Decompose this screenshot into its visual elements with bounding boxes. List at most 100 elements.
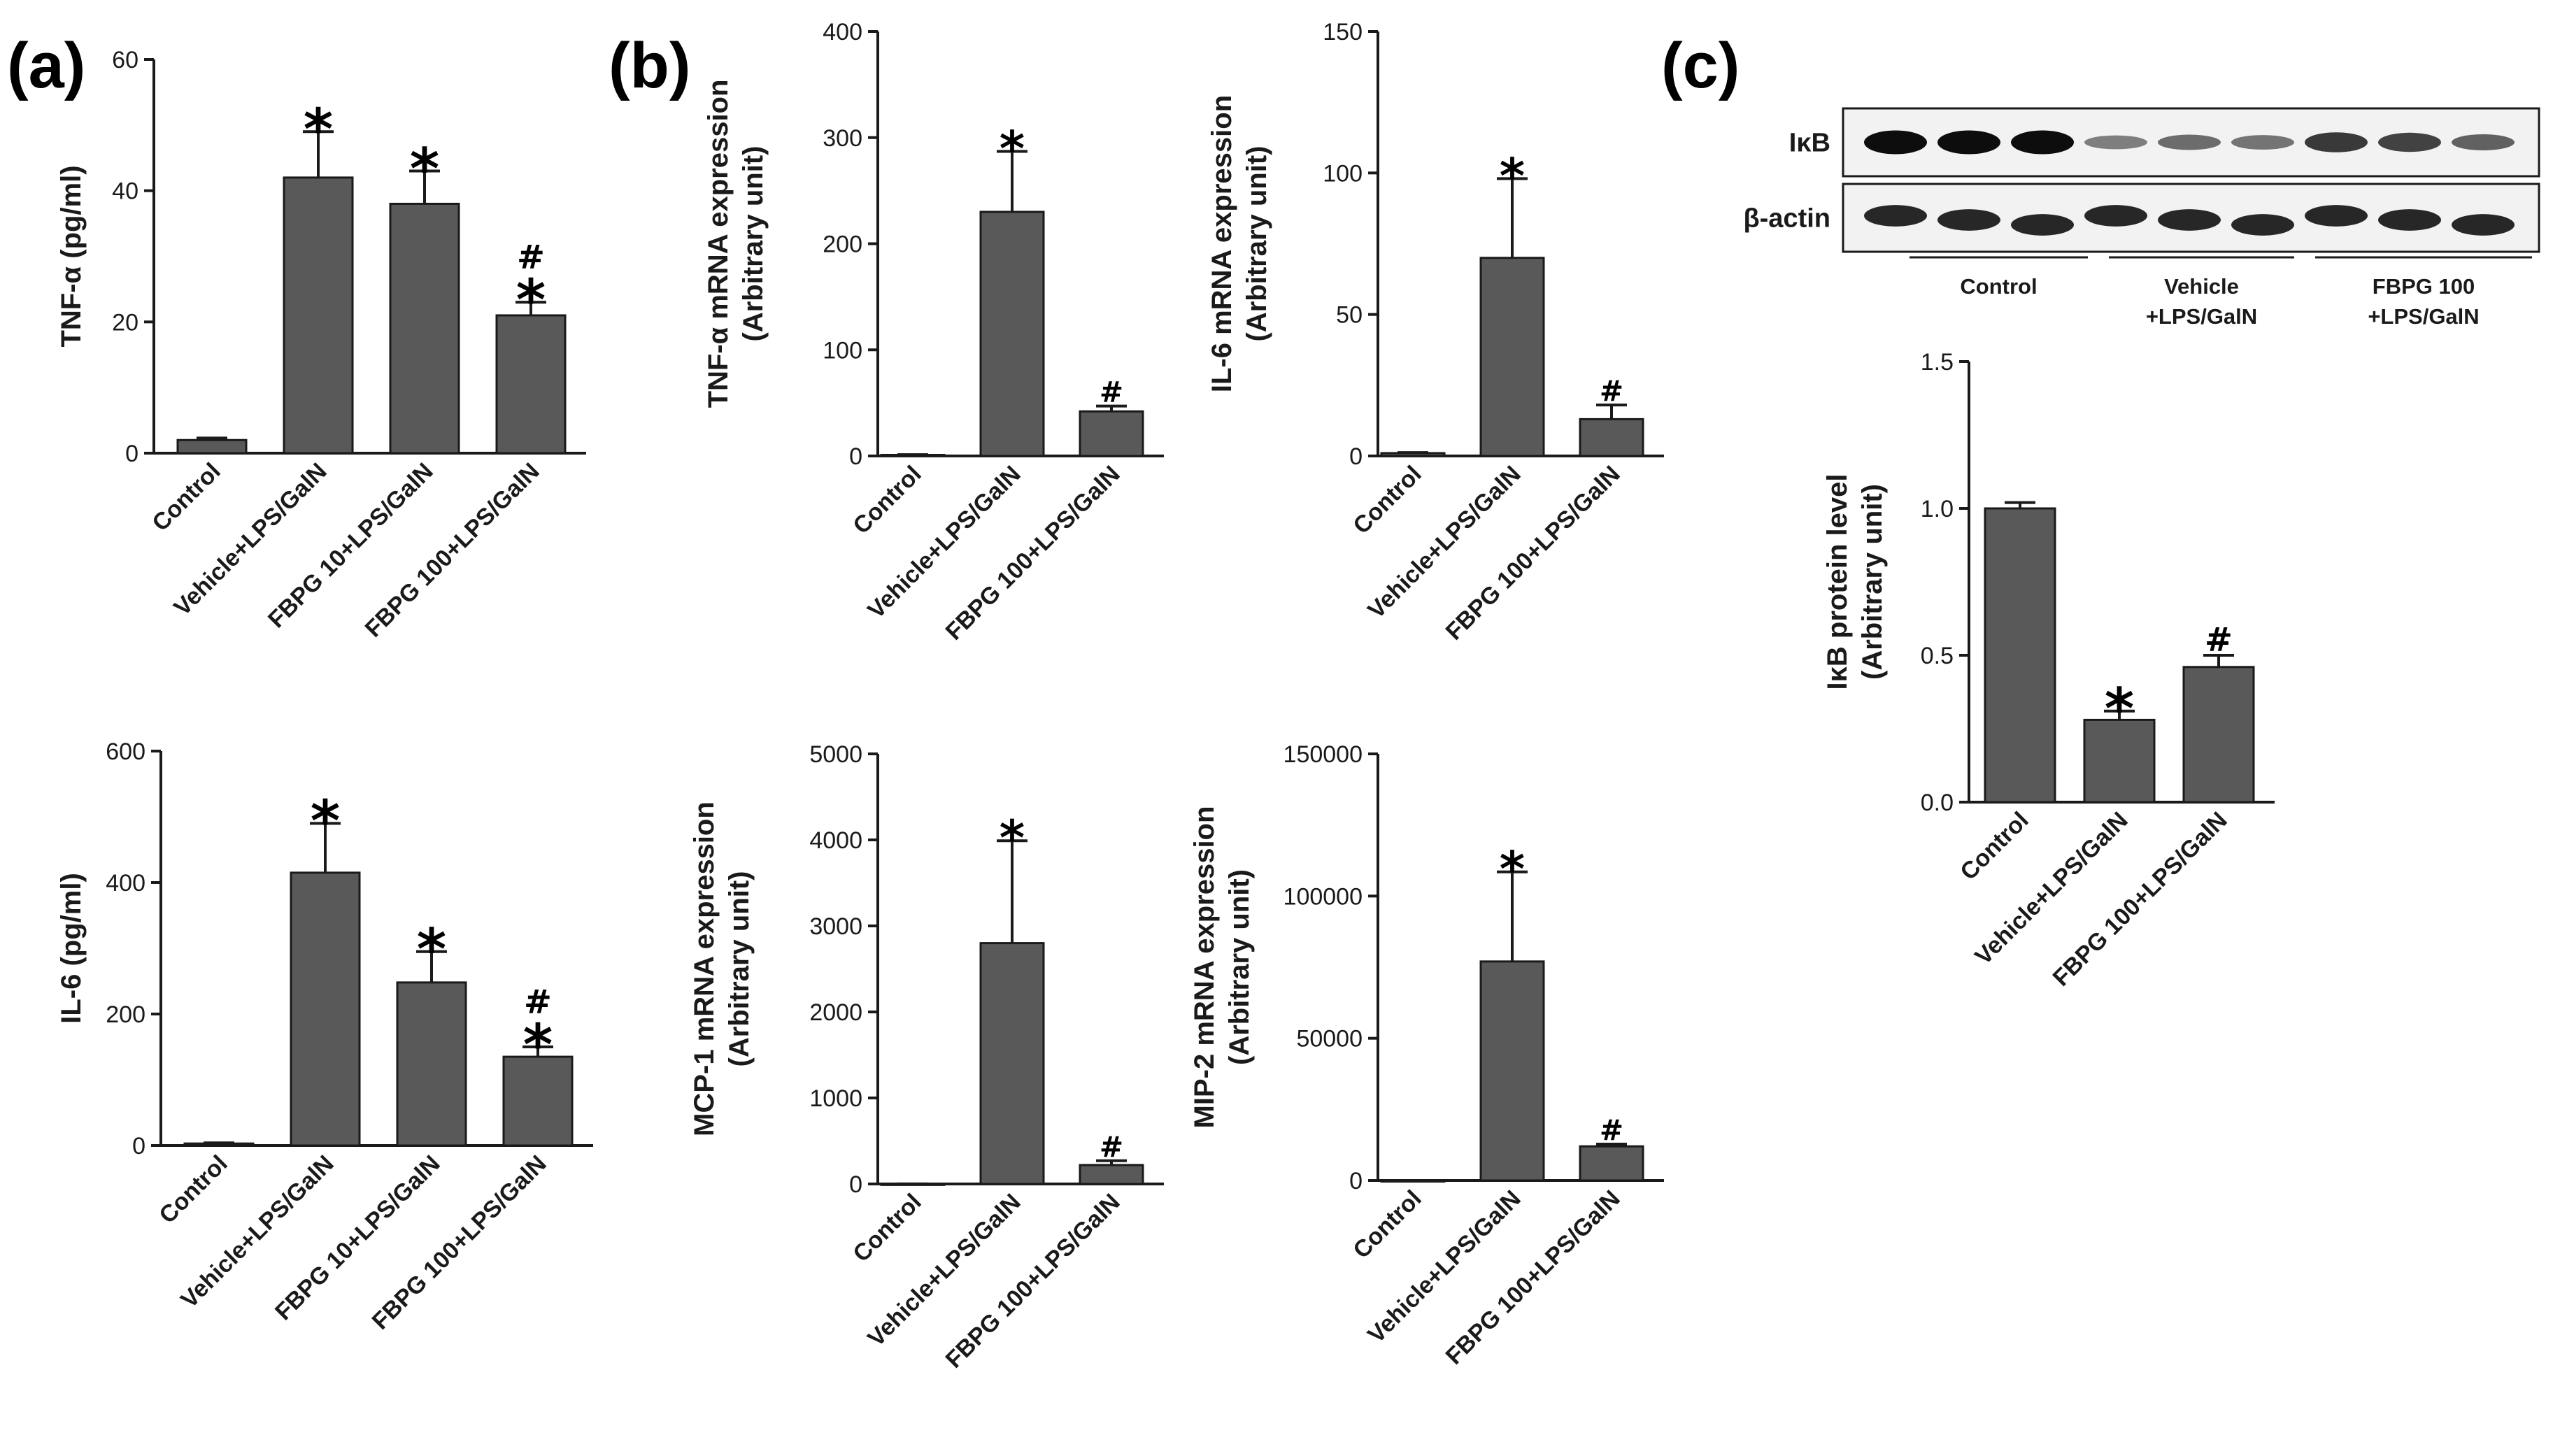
- y-tick-label: 0.5: [1921, 643, 1954, 669]
- bar: [1479, 960, 1545, 1182]
- bar: [389, 202, 460, 455]
- blot-group-label: FBPG 100: [2373, 274, 2475, 299]
- y-tick-label: 50000: [1296, 1026, 1363, 1052]
- blot-band: [2011, 214, 2074, 236]
- bar: [2083, 718, 2156, 804]
- x-category-label: Control: [154, 1150, 232, 1229]
- blot-band: [2011, 130, 2074, 155]
- y-axis-label: TNF-α (pg/ml): [56, 165, 87, 347]
- y-tick-label: 400: [106, 870, 145, 897]
- y-tick-label: 600: [106, 738, 145, 765]
- bar: [1579, 417, 1644, 457]
- bar: [979, 942, 1045, 1185]
- y-axis-label-unit: (Arbitrary unit): [724, 871, 755, 1067]
- x-category-label: FBPG 100+LPS/GalN: [941, 1189, 1125, 1373]
- bar: [1079, 410, 1144, 457]
- bar: [502, 1055, 574, 1147]
- y-axis-label: IL-6 (pg/ml): [56, 873, 87, 1024]
- significance-star: *: [516, 268, 546, 334]
- x-category-label: Control: [1348, 1185, 1426, 1264]
- blot-band: [1937, 209, 2000, 231]
- bar: [396, 981, 467, 1147]
- significance-hash: #: [517, 238, 545, 277]
- y-axis-label: IL-6 mRNA expression: [1207, 95, 1237, 392]
- significance-star: *: [523, 1013, 553, 1078]
- significance-star: *: [1500, 841, 1525, 898]
- significance-star: *: [1000, 811, 1025, 867]
- y-axis-label-unit: (Arbitrary unit): [1857, 484, 1888, 680]
- bar: [1579, 1145, 1644, 1182]
- bar: [283, 176, 354, 455]
- bar: [2182, 666, 2255, 804]
- bar: [1479, 257, 1545, 457]
- chart-tnf-mrna: 0 100 200 300 400 TNF-α mRNA expression (Arbit…: [703, 19, 1164, 645]
- x-category-label: Control: [1955, 807, 2033, 885]
- x-category-label: FBPG 100+LPS/GalN: [1441, 1185, 1626, 1370]
- significance-hash: #: [1100, 1130, 1123, 1164]
- blot-group-label: Control: [1960, 274, 2037, 299]
- y-tick-label: 300: [823, 125, 862, 152]
- x-category-label: FBPG 100+LPS/GalN: [367, 1150, 552, 1335]
- significance-hash: #: [1600, 374, 1623, 408]
- y-tick-label: 20: [112, 309, 138, 336]
- y-tick-label: 5000: [809, 741, 862, 768]
- blot-band: [2231, 214, 2294, 236]
- y-axis-label: MCP-1 mRNA expression: [689, 801, 720, 1136]
- significance-hash: #: [2205, 621, 2233, 659]
- panel-label-b: (b): [609, 30, 690, 101]
- blot-band: [2231, 135, 2294, 150]
- x-category-label: FBPG 100+LPS/GalN: [2048, 807, 2233, 992]
- blot-band: [2158, 209, 2221, 231]
- y-tick-label: 0: [849, 443, 862, 470]
- y-tick-label: 4000: [809, 827, 862, 854]
- significance-star: *: [417, 918, 446, 983]
- blot-row-label: IκB: [1789, 129, 1830, 158]
- y-axis-label: TNF-α mRNA expression: [703, 80, 734, 408]
- y-axis-label-unit: (Arbitrary unit): [1224, 869, 1255, 1065]
- significance-star: *: [1500, 148, 1525, 205]
- y-tick-label: 2000: [809, 999, 862, 1026]
- chart-ikb-protein: 0.0 0.5 1.0 1.5 IκB protein level (Arbitrary …: [1822, 349, 2275, 992]
- y-tick-label: 1000: [809, 1085, 862, 1112]
- bar: [495, 314, 567, 455]
- blot-band: [1937, 130, 2000, 155]
- significance-hash: #: [1600, 1113, 1623, 1147]
- y-tick-label: 0: [849, 1171, 862, 1198]
- panel-label-c: (c): [1661, 30, 1740, 101]
- y-axis-label-unit: (Arbitrary unit): [1242, 146, 1272, 342]
- significance-hash: #: [1100, 376, 1123, 409]
- y-tick-label: 60: [112, 47, 138, 73]
- y-tick-label: 1.5: [1921, 349, 1954, 376]
- x-category-label: FBPG 100+LPS/GalN: [360, 458, 545, 643]
- y-tick-label: 400: [823, 19, 862, 45]
- y-axis-label: IκB protein level: [1822, 473, 1853, 690]
- y-axis-label: MIP-2 mRNA expression: [1189, 806, 1220, 1129]
- y-tick-label: 200: [106, 1001, 145, 1028]
- blot-band: [2158, 134, 2221, 150]
- bar: [1984, 507, 2056, 804]
- western-blot: IκB β-actin Control Vehicle +LPS/GalN FBPG 10…: [1743, 107, 2540, 329]
- blot-band: [2378, 209, 2441, 231]
- significance-hash: #: [524, 983, 552, 1022]
- y-tick-label: 0: [1349, 1168, 1363, 1194]
- y-tick-label: 100: [1323, 160, 1363, 187]
- panel-label-a: (a): [7, 30, 85, 101]
- blot-group-label-line2: +LPS/GalN: [2368, 304, 2479, 329]
- blot-row-label: β-actin: [1743, 204, 1830, 234]
- blot-band: [2084, 135, 2147, 150]
- bar: [176, 438, 248, 455]
- chart-mip2-mrna: 0 50000 100000 150000 MIP-2 mRNA expression(…: [1189, 741, 1664, 1370]
- blot-band: [2452, 134, 2515, 150]
- x-category-label: Control: [147, 458, 225, 536]
- y-tick-label: 150: [1323, 19, 1363, 45]
- blot-band: [2084, 205, 2147, 227]
- y-tick-label: 150000: [1283, 741, 1363, 768]
- x-category-label: Control: [1348, 461, 1426, 539]
- blot-band: [2305, 205, 2368, 227]
- y-tick-label: 200: [823, 231, 862, 258]
- blot-band: [2305, 132, 2368, 152]
- x-category-label: Control: [848, 461, 926, 539]
